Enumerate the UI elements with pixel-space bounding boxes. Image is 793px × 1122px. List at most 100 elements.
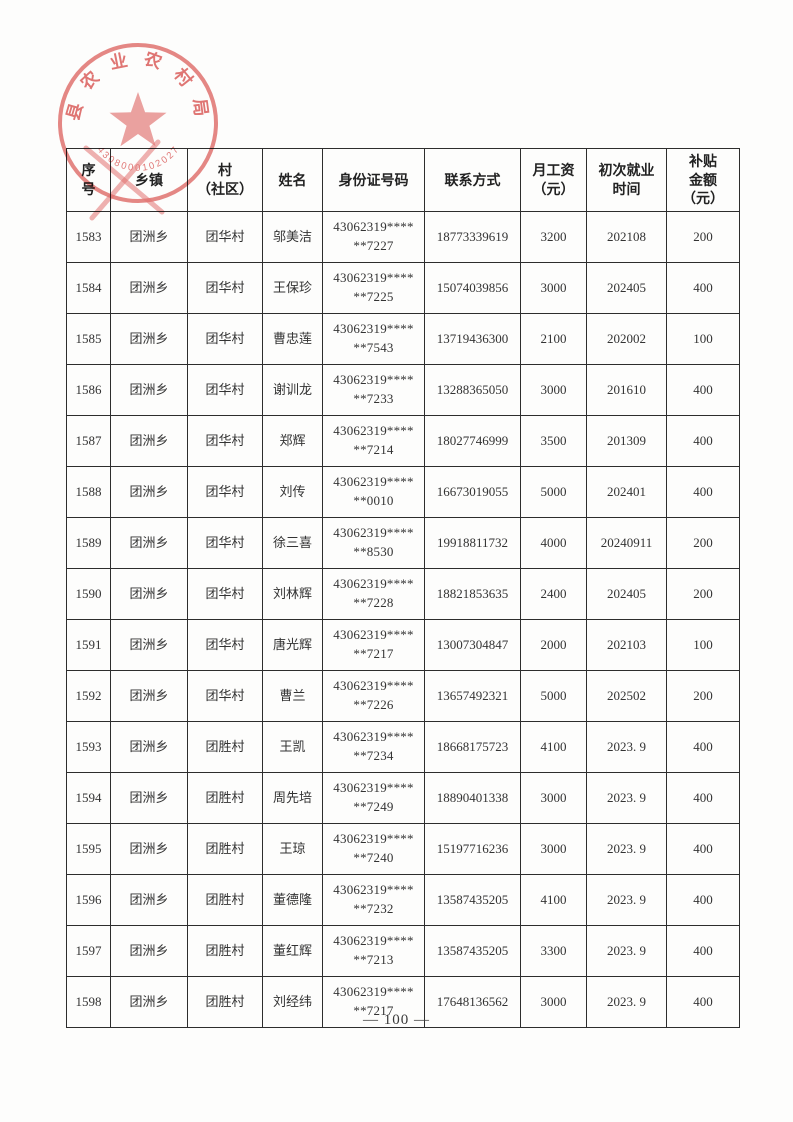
cell-phone: 13719436300 xyxy=(424,313,521,365)
subsidy-roster-table: 序 号 乡镇 村 （社区） 姓名 身份证号码 联系方式 月工资 （元） 初次就业… xyxy=(66,148,740,1028)
cell-name: 刘传 xyxy=(262,466,323,518)
cell-name: 周先培 xyxy=(262,772,323,824)
cell-village: 团华村 xyxy=(187,670,263,722)
cell-name: 唐光辉 xyxy=(262,619,323,671)
cell-first-employment: 2023. 9 xyxy=(586,721,667,773)
cell-first-employment: 2023. 9 xyxy=(586,925,667,977)
cell-phone: 18668175723 xyxy=(424,721,521,773)
cell-salary: 5000 xyxy=(520,466,587,518)
table-row: 1589 团洲乡 团华村 徐三喜 43062319**** **8530 199… xyxy=(66,517,740,569)
header-contact: 联系方式 xyxy=(424,148,521,212)
cell-phone: 19918811732 xyxy=(424,517,521,569)
header-name: 姓名 xyxy=(262,148,323,212)
cell-first-employment: 2023. 9 xyxy=(586,823,667,875)
cell-seq: 1597 xyxy=(66,925,111,977)
cell-name: 谢训龙 xyxy=(262,364,323,416)
cell-seq: 1587 xyxy=(66,415,111,467)
cell-village: 团华村 xyxy=(187,211,263,263)
cell-subsidy: 400 xyxy=(666,364,740,416)
cell-township: 团洲乡 xyxy=(110,568,188,620)
table-row: 1595 团洲乡 团胜村 王琼 43062319**** **7240 1519… xyxy=(66,823,740,875)
cell-township: 团洲乡 xyxy=(110,517,188,569)
cell-name: 刘经纬 xyxy=(262,976,323,1028)
cell-village: 团华村 xyxy=(187,568,263,620)
cell-name: 董德隆 xyxy=(262,874,323,926)
cell-subsidy: 400 xyxy=(666,925,740,977)
cell-township: 团洲乡 xyxy=(110,313,188,365)
cell-name: 王凯 xyxy=(262,721,323,773)
cell-subsidy: 100 xyxy=(666,619,740,671)
cell-seq: 1595 xyxy=(66,823,111,875)
cell-id-number: 43062319**** **7226 xyxy=(322,670,425,722)
table-row: 1593 团洲乡 团胜村 王凯 43062319**** **7234 1866… xyxy=(66,721,740,773)
cell-id-number: 43062319**** **7240 xyxy=(322,823,425,875)
cell-name: 曹兰 xyxy=(262,670,323,722)
cell-salary: 2000 xyxy=(520,619,587,671)
cell-village: 团华村 xyxy=(187,364,263,416)
cell-phone: 18821853635 xyxy=(424,568,521,620)
table-row: 1588 团洲乡 团华村 刘传 43062319**** **0010 1667… xyxy=(66,466,740,518)
cell-subsidy: 400 xyxy=(666,721,740,773)
cell-village: 团胜村 xyxy=(187,772,263,824)
header-subsidy-amount: 补贴 金额 （元） xyxy=(666,148,740,212)
cell-first-employment: 2023. 9 xyxy=(586,874,667,926)
cell-seq: 1590 xyxy=(66,568,111,620)
seal-star-icon xyxy=(109,92,167,147)
table-row: 1592 团洲乡 团华村 曹兰 43062319**** **7226 1365… xyxy=(66,670,740,722)
header-id-number: 身份证号码 xyxy=(322,148,425,212)
cell-township: 团洲乡 xyxy=(110,415,188,467)
cell-name: 郑辉 xyxy=(262,415,323,467)
cell-salary: 2100 xyxy=(520,313,587,365)
cell-name: 王琼 xyxy=(262,823,323,875)
cell-first-employment: 202405 xyxy=(586,262,667,314)
cell-id-number: 43062319**** **8530 xyxy=(322,517,425,569)
cell-first-employment: 2023. 9 xyxy=(586,772,667,824)
cell-salary: 4100 xyxy=(520,874,587,926)
cell-subsidy: 400 xyxy=(666,823,740,875)
cell-subsidy: 200 xyxy=(666,517,740,569)
cell-subsidy: 400 xyxy=(666,772,740,824)
cell-phone: 17648136562 xyxy=(424,976,521,1028)
cell-township: 团洲乡 xyxy=(110,874,188,926)
cell-id-number: 43062319**** **0010 xyxy=(322,466,425,518)
cell-first-employment: 202002 xyxy=(586,313,667,365)
cell-phone: 13007304847 xyxy=(424,619,521,671)
cell-seq: 1584 xyxy=(66,262,111,314)
cell-subsidy: 100 xyxy=(666,313,740,365)
cell-village: 团胜村 xyxy=(187,874,263,926)
cell-township: 团洲乡 xyxy=(110,976,188,1028)
cell-name: 董红辉 xyxy=(262,925,323,977)
cell-phone: 16673019055 xyxy=(424,466,521,518)
cell-village: 团华村 xyxy=(187,415,263,467)
table-row: 1597 团洲乡 团胜村 董红辉 43062319**** **7213 135… xyxy=(66,925,740,977)
cell-name: 曹忠莲 xyxy=(262,313,323,365)
cell-salary: 4100 xyxy=(520,721,587,773)
cell-seq: 1585 xyxy=(66,313,111,365)
table-row: 1585 团洲乡 团华村 曹忠莲 43062319**** **7543 137… xyxy=(66,313,740,365)
cell-seq: 1589 xyxy=(66,517,111,569)
cell-seq: 1596 xyxy=(66,874,111,926)
cell-subsidy: 400 xyxy=(666,415,740,467)
header-township: 乡镇 xyxy=(110,148,188,212)
cell-village: 团胜村 xyxy=(187,721,263,773)
cell-salary: 3500 xyxy=(520,415,587,467)
header-first-employment: 初次就业 时间 xyxy=(586,148,667,212)
cell-township: 团洲乡 xyxy=(110,772,188,824)
cell-phone: 15197716236 xyxy=(424,823,521,875)
cell-township: 团洲乡 xyxy=(110,262,188,314)
cell-seq: 1586 xyxy=(66,364,111,416)
cell-salary: 3000 xyxy=(520,262,587,314)
cell-village: 团华村 xyxy=(187,313,263,365)
cell-first-employment: 202103 xyxy=(586,619,667,671)
cell-name: 王保珍 xyxy=(262,262,323,314)
table-row: 1587 团洲乡 团华村 郑辉 43062319**** **7214 1802… xyxy=(66,415,740,467)
page-number: — 100 — xyxy=(363,1012,430,1028)
cell-township: 团洲乡 xyxy=(110,364,188,416)
table-row: 1584 团洲乡 团华村 王保珍 43062319**** **7225 150… xyxy=(66,262,740,314)
cell-phone: 13657492321 xyxy=(424,670,521,722)
header-village: 村 （社区） xyxy=(187,148,263,212)
cell-village: 团华村 xyxy=(187,466,263,518)
cell-id-number: 43062319**** **7228 xyxy=(322,568,425,620)
table-row: 1586 团洲乡 团华村 谢训龙 43062319**** **7233 132… xyxy=(66,364,740,416)
cell-salary: 3200 xyxy=(520,211,587,263)
